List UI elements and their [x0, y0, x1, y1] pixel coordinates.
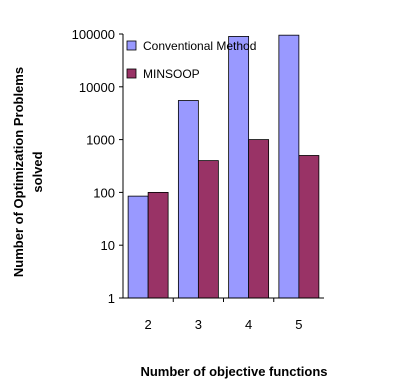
- x-axis-ticks: 2 3 4 5: [145, 298, 302, 332]
- legend-label-conventional-method: Conventional Method: [143, 39, 256, 53]
- bar-minsoop-3: [197, 160, 219, 299]
- x-axis-title: Number of objective functions: [140, 364, 327, 379]
- y-tick-label-100000: 100000: [72, 27, 115, 42]
- y-tick-label-10: 10: [101, 238, 115, 253]
- x-tick-label-2: 2: [145, 317, 152, 332]
- bar-minsoop-2: [147, 191, 169, 299]
- y-tick-label-1: 1: [108, 291, 115, 306]
- bars: [127, 34, 320, 299]
- y-tick-label-1000: 1000: [86, 133, 115, 148]
- legend-swatch-conventional-method: [126, 40, 137, 51]
- y-tick-label-100: 100: [93, 185, 115, 200]
- y-axis-ticks: 1 10 100 1000 10000 100000: [72, 27, 123, 306]
- bar-conventional-method-5: [278, 34, 300, 299]
- legend: Conventional Method MINSOOP: [126, 39, 256, 81]
- x-tick-label-3: 3: [195, 317, 202, 332]
- legend-swatch-minsoop: [126, 68, 137, 79]
- y-axis-title-line-2: solved: [30, 151, 45, 192]
- bar-conventional-method-4: [228, 36, 250, 299]
- x-tick-label-5: 5: [295, 317, 302, 332]
- y-tick-label-10000: 10000: [79, 80, 115, 95]
- bar-minsoop-5: [298, 155, 320, 299]
- bar-conventional-method-2: [127, 195, 149, 299]
- bar-minsoop-4: [248, 139, 270, 299]
- bar-conventional-method-3: [177, 100, 199, 299]
- y-axis-title-line-1: Number of Optimization Problems: [11, 67, 26, 277]
- x-tick-label-4: 4: [245, 317, 252, 332]
- legend-label-minsoop: MINSOOP: [143, 67, 200, 81]
